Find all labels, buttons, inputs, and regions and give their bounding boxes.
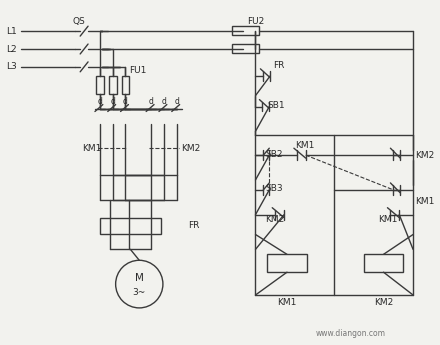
Bar — [109, 76, 117, 93]
Text: SB3: SB3 — [265, 184, 283, 193]
Text: SB1: SB1 — [268, 101, 285, 110]
Text: KM2: KM2 — [182, 144, 201, 153]
Text: 3~: 3~ — [132, 287, 146, 297]
Text: SB2: SB2 — [265, 150, 283, 159]
Text: FR: FR — [273, 61, 285, 70]
Text: L2: L2 — [7, 45, 17, 53]
Text: KM1: KM1 — [82, 144, 102, 153]
Text: d: d — [174, 97, 179, 106]
Bar — [96, 76, 104, 93]
Text: KM2: KM2 — [374, 298, 393, 307]
Text: www.diangon.com: www.diangon.com — [316, 329, 386, 338]
Text: KM1: KM1 — [415, 197, 434, 206]
Bar — [232, 26, 260, 35]
Bar — [268, 254, 307, 272]
Text: FU2: FU2 — [248, 17, 265, 26]
Text: QS: QS — [72, 17, 85, 26]
Text: d: d — [161, 97, 166, 106]
Text: KM2: KM2 — [415, 151, 434, 160]
Bar — [364, 254, 403, 272]
Bar — [100, 218, 161, 234]
Text: d: d — [110, 97, 115, 106]
Text: FR: FR — [188, 221, 200, 230]
Text: KM2: KM2 — [265, 215, 285, 224]
Text: d: d — [149, 97, 154, 106]
Text: M: M — [135, 273, 144, 283]
Text: L1: L1 — [7, 27, 17, 36]
Bar — [232, 44, 260, 53]
Text: KM1: KM1 — [378, 215, 398, 224]
Text: KM1: KM1 — [277, 298, 297, 307]
Text: d: d — [97, 97, 103, 106]
Text: KM1: KM1 — [295, 141, 314, 150]
Text: d: d — [123, 97, 128, 106]
Text: L3: L3 — [7, 62, 17, 71]
Bar — [121, 76, 129, 93]
Text: FU1: FU1 — [129, 66, 147, 75]
